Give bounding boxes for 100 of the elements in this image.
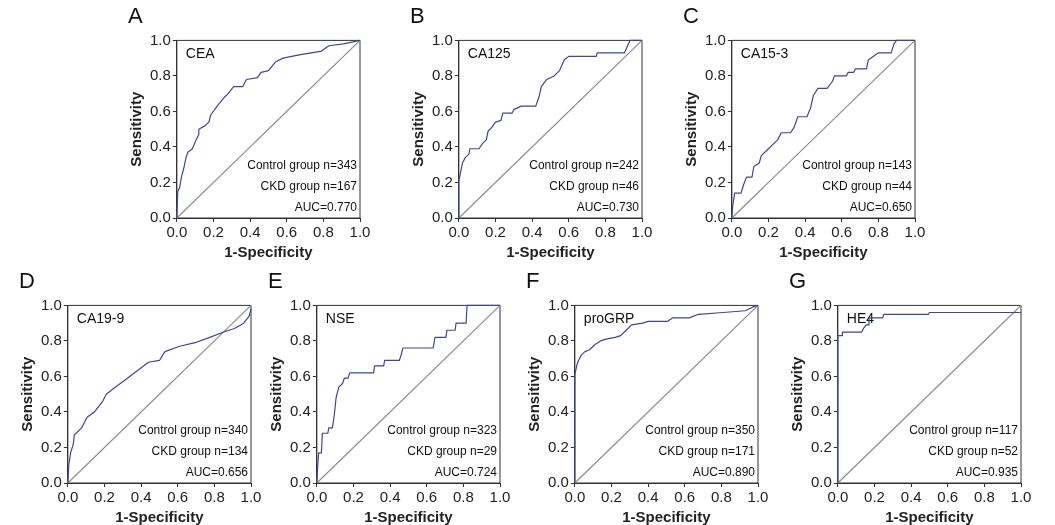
- y-tick-label: 0.0: [40, 473, 62, 491]
- y-tick-label: 0.6: [431, 101, 453, 119]
- y-tick-label: 0.4: [704, 137, 726, 155]
- x-tick-label: 0.6: [937, 488, 959, 506]
- y-tick-label: 1.0: [149, 30, 171, 48]
- y-tick-label: 0.4: [40, 402, 62, 420]
- x-axis-title: 1-Specificity: [115, 508, 205, 525]
- x-tick-label: 0.8: [203, 488, 225, 506]
- y-tick-label: 0.4: [149, 137, 171, 155]
- annotation: CKD group n=171: [658, 444, 756, 459]
- y-tick-label: 0.6: [704, 101, 726, 119]
- y-axis-title: Sensitivity: [682, 91, 700, 167]
- x-tick-label: 1.0: [349, 223, 371, 241]
- y-tick-label: 0.2: [149, 172, 171, 190]
- y-tick-label: 0.2: [810, 437, 832, 455]
- y-axis-title: Sensitivity: [788, 356, 806, 432]
- y-tick-label: 0.4: [810, 402, 832, 420]
- x-tick-label: 0.0: [721, 223, 743, 241]
- y-tick-label: 0.6: [289, 366, 311, 384]
- y-tick-label: 0.4: [289, 402, 311, 420]
- annotation: CKD group n=46: [549, 179, 640, 194]
- annotation: CEA: [185, 45, 216, 62]
- x-tick-label: 0.2: [601, 488, 622, 506]
- y-tick-label: 0.0: [149, 208, 171, 226]
- annotation: Control group n=143: [802, 158, 913, 173]
- annotation: CKD group n=134: [151, 444, 249, 459]
- y-tick-label: 0.8: [149, 66, 171, 84]
- annotation: NSE: [325, 310, 355, 327]
- x-tick-label: 0.4: [521, 223, 543, 241]
- y-tick-label: 1.0: [704, 30, 726, 48]
- x-tick-label: 0.8: [973, 488, 995, 506]
- annotation: Control group n=340: [138, 423, 249, 438]
- y-tick-label: 0.2: [289, 437, 311, 455]
- y-tick-label: 0.0: [289, 473, 311, 491]
- y-axis-title: Sensitivity: [18, 356, 36, 432]
- y-axis-title: Sensitivity: [267, 356, 285, 432]
- annotation: Control group n=343: [247, 158, 358, 173]
- x-tick-label: 0.8: [867, 223, 889, 241]
- y-axis-title: Sensitivity: [525, 356, 543, 432]
- x-tick-label: 0.2: [94, 488, 115, 506]
- x-tick-label: 0.8: [312, 223, 334, 241]
- x-tick-label: 0.0: [306, 488, 328, 506]
- x-tick-label: 0.4: [900, 488, 922, 506]
- x-axis-title: 1-Specificity: [506, 243, 596, 261]
- annotation: CA19-9: [76, 310, 125, 327]
- x-tick-label: 0.8: [594, 223, 616, 241]
- x-tick-label: 1.0: [631, 223, 653, 241]
- x-tick-label: 0.4: [239, 223, 261, 241]
- chart-title: A: [128, 3, 143, 29]
- annotation: proGRP: [583, 310, 635, 327]
- y-tick-label: 0.2: [547, 437, 569, 455]
- y-tick-label: 0.2: [40, 437, 62, 455]
- y-tick-label: 0.8: [704, 66, 726, 84]
- x-tick-label: 1.0: [1010, 488, 1032, 506]
- annotation: AUC=0.770: [294, 200, 358, 215]
- annotation: Control group n=117: [909, 423, 1019, 438]
- x-tick-label: 0.6: [276, 223, 298, 241]
- annotation: CA15-3: [740, 45, 789, 62]
- annotation: AUC=0.650: [849, 200, 913, 215]
- annotation: HE4: [846, 310, 875, 327]
- y-tick-label: 1.0: [547, 295, 569, 313]
- chart-title: E: [268, 268, 283, 294]
- y-tick-label: 0.8: [547, 331, 569, 349]
- y-axis-title: Sensitivity: [409, 91, 427, 167]
- y-tick-label: 0.4: [547, 402, 569, 420]
- y-tick-label: 0.6: [149, 101, 171, 119]
- y-tick-label: 1.0: [40, 295, 62, 313]
- x-tick-label: 1.0: [489, 488, 511, 506]
- y-tick-label: 0.4: [431, 137, 453, 155]
- chart-title: C: [683, 3, 699, 29]
- y-tick-label: 0.2: [704, 172, 726, 190]
- y-tick-label: 0.0: [810, 473, 832, 491]
- x-tick-label: 0.6: [674, 488, 696, 506]
- annotation: Control group n=323: [387, 423, 498, 438]
- y-tick-label: 0.2: [431, 172, 453, 190]
- y-tick-label: 0.8: [289, 331, 311, 349]
- annotation: AUC=0.730: [576, 200, 640, 215]
- x-tick-label: 0.2: [485, 223, 506, 241]
- annotation: AUC=0.656: [185, 465, 249, 480]
- y-tick-label: 0.6: [547, 366, 569, 384]
- x-tick-label: 0.0: [57, 488, 79, 506]
- x-tick-label: 0.4: [794, 223, 816, 241]
- x-tick-label: 0.2: [758, 223, 779, 241]
- x-tick-label: 0.4: [379, 488, 401, 506]
- x-axis-title: 1-Specificity: [224, 243, 314, 261]
- x-tick-label: 1.0: [240, 488, 262, 506]
- y-tick-label: 0.6: [810, 366, 832, 384]
- x-tick-label: 0.6: [558, 223, 580, 241]
- y-tick-label: 0.8: [810, 331, 832, 349]
- y-tick-label: 0.8: [431, 66, 453, 84]
- x-tick-label: 0.6: [416, 488, 438, 506]
- x-axis-title: 1-Specificity: [885, 508, 975, 525]
- annotation: Control group n=350: [645, 423, 756, 438]
- y-axis-title: Sensitivity: [127, 91, 145, 167]
- annotation: AUC=0.890: [692, 465, 756, 480]
- y-tick-label: 0.0: [431, 208, 453, 226]
- x-tick-label: 1.0: [904, 223, 926, 241]
- y-tick-label: 1.0: [289, 295, 311, 313]
- x-tick-label: 0.6: [831, 223, 853, 241]
- chart-title: G: [789, 268, 807, 294]
